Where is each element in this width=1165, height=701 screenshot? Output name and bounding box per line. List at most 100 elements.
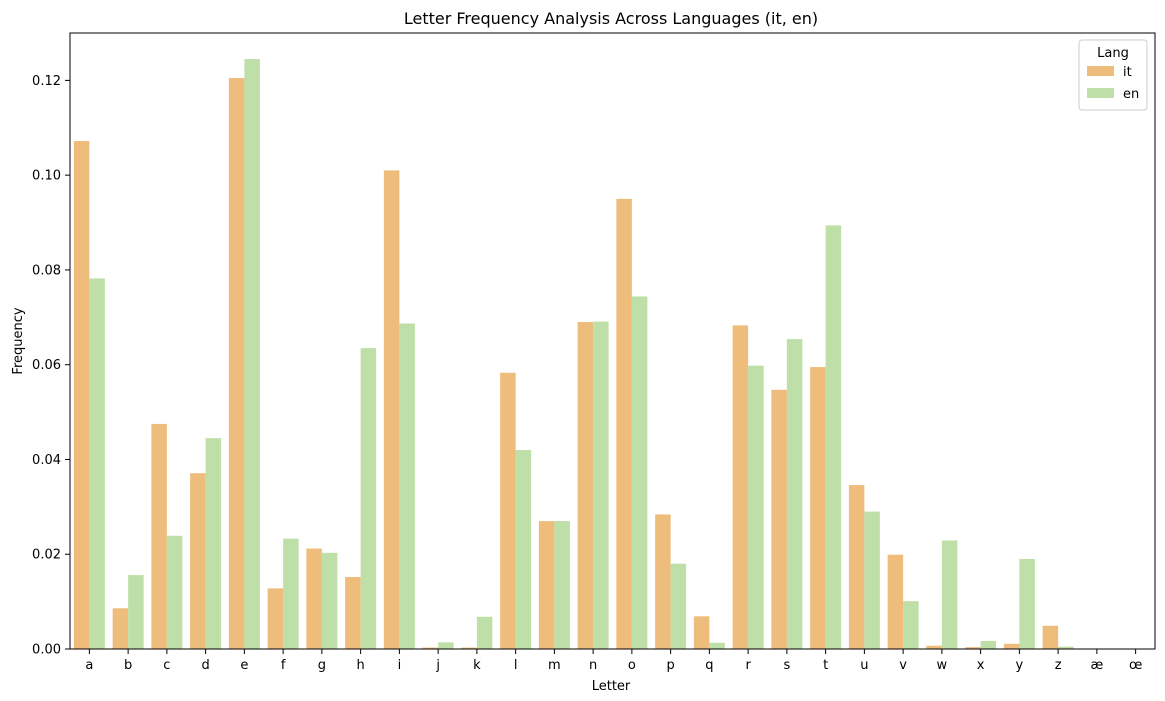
bar-en-y <box>1019 558 1035 649</box>
x-tick-label: u <box>860 658 868 673</box>
bar-en-u <box>864 511 880 649</box>
x-tick-label: d <box>201 658 209 673</box>
chart-title: Letter Frequency Analysis Across Languag… <box>404 9 818 28</box>
x-tick-label: o <box>628 658 636 673</box>
bar-it-v <box>887 554 904 649</box>
bar-en-e <box>244 59 260 650</box>
bar-it-w <box>926 645 942 649</box>
bar-it-u <box>848 485 865 649</box>
x-tick-label: e <box>240 658 248 673</box>
x-tick-label: l <box>514 658 518 673</box>
y-tick-label: 0.12 <box>32 74 61 89</box>
x-tick-label: i <box>398 658 402 673</box>
bar-en-s <box>786 339 803 649</box>
x-tick-label: q <box>705 658 713 673</box>
x-tick-label: r <box>745 658 751 673</box>
bar-en-o <box>631 296 648 649</box>
legend: Lang it en <box>1078 39 1148 111</box>
plot-frame <box>69 32 1156 650</box>
bar-en-d <box>205 438 222 649</box>
bar-it-d <box>190 473 206 649</box>
x-tick-label: x <box>977 658 985 673</box>
x-tick-label: j <box>435 658 440 673</box>
x-tick-label: a <box>85 658 93 673</box>
bar-it-j <box>422 647 439 649</box>
y-tick-label: 0.02 <box>32 548 61 563</box>
bar-it-h <box>345 576 361 649</box>
bar-it-y <box>1003 643 1020 649</box>
bar-en-h <box>360 348 377 649</box>
legend-swatch-it <box>1087 66 1114 76</box>
x-tick-label: œ <box>1129 658 1142 673</box>
bar-it-p <box>655 514 671 649</box>
bar-en-p <box>670 563 687 649</box>
y-tick-label: 0.10 <box>32 169 61 184</box>
bar-it-c <box>151 423 167 649</box>
bar-en-q <box>709 642 725 649</box>
x-tick-label: w <box>937 658 948 673</box>
x-tick-label: p <box>666 658 674 673</box>
legend-label-it: it <box>1123 65 1132 80</box>
bar-it-z <box>1042 625 1059 649</box>
bars-group <box>73 59 1074 650</box>
x-tick-label: s <box>783 658 790 673</box>
bar-en-v <box>903 601 919 649</box>
x-axis-label: Letter <box>592 679 631 694</box>
bar-en-l <box>515 449 532 649</box>
bar-it-k <box>461 647 477 649</box>
bar-it-n <box>577 322 594 649</box>
bar-en-t <box>825 225 842 650</box>
bar-it-g <box>306 548 322 649</box>
x-tick-label: æ <box>1090 658 1103 673</box>
x-tick-label: t <box>823 658 828 673</box>
bar-it-x <box>965 647 981 649</box>
bar-en-i <box>399 323 415 649</box>
bar-it-b <box>112 608 129 649</box>
y-tick-label: 0.00 <box>32 643 61 658</box>
bar-it-o <box>616 198 632 649</box>
x-tick-label: n <box>589 658 597 673</box>
x-tick-label: m <box>548 658 561 673</box>
bar-it-m <box>538 521 555 649</box>
bar-it-l <box>500 372 516 649</box>
bar-it-e <box>228 78 245 649</box>
x-tick-label: g <box>318 658 326 673</box>
x-tick-label: b <box>124 658 132 673</box>
bar-it-r <box>732 325 749 649</box>
bar-en-g <box>321 552 338 649</box>
bar-en-x <box>980 640 997 649</box>
bar-it-f <box>267 588 284 649</box>
legend-label-en: en <box>1123 87 1139 102</box>
y-tick-label: 0.06 <box>32 358 61 373</box>
bar-it-q <box>693 616 710 649</box>
y-axis-label: Frequency <box>11 307 26 374</box>
bar-it-t <box>810 367 826 649</box>
bar-it-s <box>771 389 787 649</box>
x-tick-label: v <box>899 658 907 673</box>
bar-it-i <box>383 170 400 649</box>
y-axis-ticks: 0.00 0.02 0.04 0.06 0.08 0.10 0.12 <box>32 74 70 658</box>
bar-en-b <box>128 575 144 649</box>
y-tick-label: 0.04 <box>32 453 61 468</box>
x-tick-label: c <box>163 658 170 673</box>
x-tick-label: k <box>473 658 481 673</box>
bar-en-w <box>941 540 958 649</box>
legend-title: Lang <box>1097 46 1129 61</box>
x-tick-label: h <box>357 658 365 673</box>
bar-en-r <box>748 365 764 649</box>
legend-swatch-en <box>1087 88 1114 98</box>
bar-en-k <box>476 616 493 649</box>
bar-en-n <box>593 321 609 649</box>
bar-en-a <box>89 278 105 649</box>
bar-en-j <box>438 642 454 649</box>
y-tick-label: 0.08 <box>32 263 61 278</box>
x-tick-label: f <box>281 658 286 673</box>
bar-en-c <box>166 535 183 649</box>
bar-en-z <box>1058 646 1074 649</box>
bar-it-a <box>73 141 90 649</box>
bar-en-m <box>554 521 570 649</box>
x-tick-label: y <box>1016 658 1024 673</box>
bar-en-f <box>283 538 299 649</box>
